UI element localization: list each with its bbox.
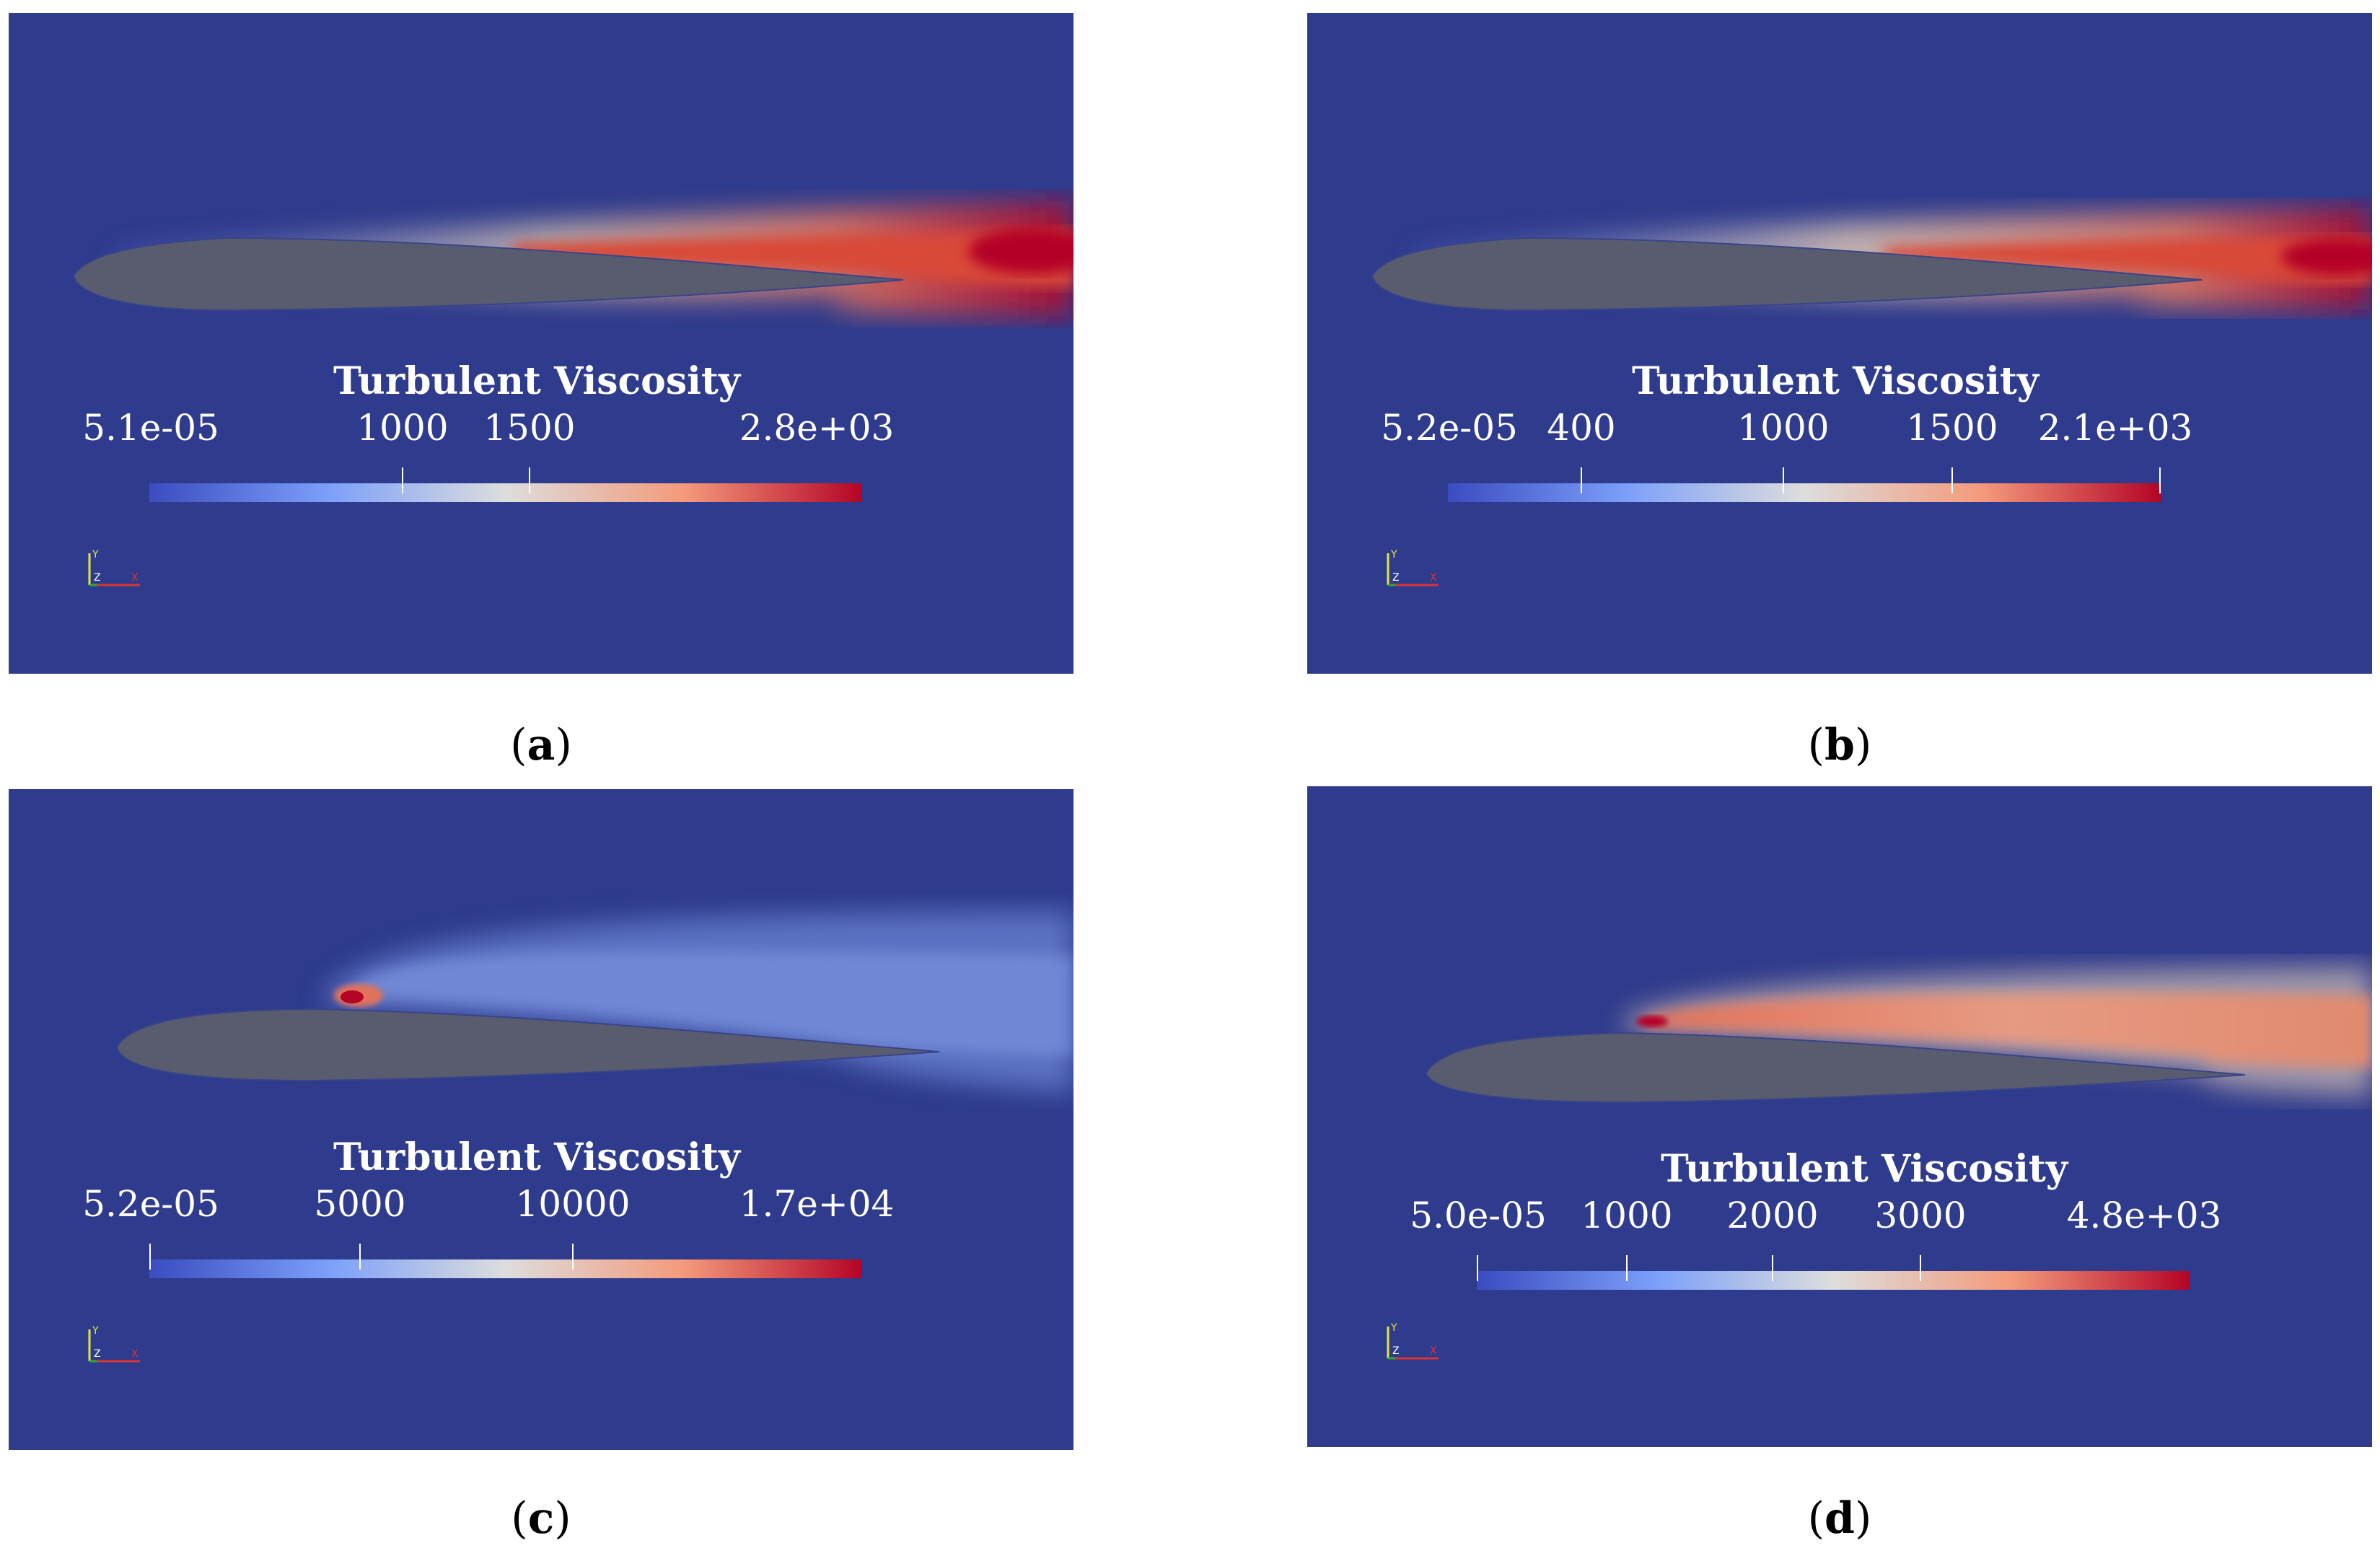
colorbar-tickmark bbox=[359, 1244, 361, 1270]
colorbar-tick-label: 2000 bbox=[1726, 1195, 1819, 1236]
colorbar-title: Turbulent Viscosity bbox=[333, 1135, 741, 1179]
flow-field-d bbox=[1425, 967, 2372, 1104]
colorbar-tick-label: 400 bbox=[1547, 407, 1616, 449]
axis-y-label: Y bbox=[92, 549, 99, 560]
colorbar-tick-label: 1000 bbox=[1737, 407, 1830, 449]
colorbar-tickmark bbox=[1581, 467, 1582, 493]
orientation-axes: Y Z X bbox=[1379, 1316, 1444, 1374]
axis-x-label: X bbox=[1430, 1345, 1437, 1357]
colorbar bbox=[1477, 1271, 2190, 1290]
colorbar-min-label: 5.0e-05 bbox=[1410, 1195, 1547, 1236]
colorbar-tickmark bbox=[1477, 1255, 1478, 1281]
axis-y-label: Y bbox=[92, 1325, 99, 1337]
axis-x-label: X bbox=[131, 1348, 139, 1360]
axis-z-label: Z bbox=[94, 1348, 101, 1360]
colorbar bbox=[149, 1259, 862, 1278]
colorbar-tick-label: 10000 bbox=[515, 1183, 631, 1225]
colorbar-title: Turbulent Viscosity bbox=[1632, 359, 2039, 403]
colorbar-tick-label: 1000 bbox=[1581, 1195, 1673, 1236]
colorbar-tickmark bbox=[1783, 467, 1784, 493]
colorbar bbox=[1448, 483, 2161, 502]
colorbar-min-label: 5.2e-05 bbox=[82, 1183, 219, 1225]
colorbar-tick-label: 1500 bbox=[1906, 407, 1998, 449]
colorbar-min-label: 5.2e-05 bbox=[1381, 407, 1518, 449]
colorbar-tick-label: 3000 bbox=[1874, 1195, 1967, 1236]
colorbar-tickmark bbox=[1772, 1255, 1773, 1281]
flow-field-a bbox=[72, 201, 1073, 316]
colorbar-max-label: 2.8e+03 bbox=[739, 407, 895, 449]
orientation-axes: Y Z X bbox=[81, 543, 146, 601]
axis-z-label: Z bbox=[1392, 572, 1400, 584]
axis-x-label: X bbox=[1430, 572, 1437, 584]
colorbar-tickmark bbox=[2159, 467, 2161, 493]
axis-z-label: Z bbox=[94, 572, 101, 584]
colorbar-title: Turbulent Viscosity bbox=[333, 359, 741, 403]
colorbar-tickmark bbox=[529, 467, 530, 493]
axis-y-label: Y bbox=[1390, 549, 1397, 560]
colorbar-tick-label: 5000 bbox=[314, 1183, 406, 1225]
colorbar-title: Turbulent Viscosity bbox=[1661, 1147, 2068, 1191]
colorbar-min-label: 5.1e-05 bbox=[82, 407, 219, 449]
caption-b: (b) bbox=[1807, 720, 1872, 770]
caption-c: (c) bbox=[511, 1493, 571, 1544]
colorbar-tickmark bbox=[1951, 467, 1953, 493]
colorbar-tickmark bbox=[1920, 1255, 1921, 1281]
colorbar-max-label: 2.1e+03 bbox=[2037, 407, 2193, 449]
axis-y-label: Y bbox=[1390, 1322, 1397, 1334]
colorbar-tickmark bbox=[1626, 1255, 1628, 1281]
axis-x-label: X bbox=[131, 572, 139, 584]
colorbar bbox=[149, 483, 862, 502]
colorbar-max-label: 4.8e+03 bbox=[2066, 1195, 2222, 1236]
colorbar-tickmark bbox=[572, 1244, 574, 1270]
flow-field-b bbox=[1371, 208, 2372, 312]
flow-field-c bbox=[115, 912, 1073, 1092]
axis-z-label: Z bbox=[1392, 1345, 1400, 1357]
colorbar-tick-label: 1000 bbox=[356, 407, 449, 449]
caption-d: (d) bbox=[1807, 1493, 1872, 1544]
caption-a: (a) bbox=[510, 720, 572, 770]
colorbar-tick-label: 1500 bbox=[483, 407, 576, 449]
colorbar-tickmark bbox=[149, 1244, 151, 1270]
colorbar-tickmark bbox=[402, 467, 403, 493]
panel-c: Turbulent Viscosity 5.2e-05 5000 10000 1… bbox=[9, 789, 1073, 1450]
panel-d: Turbulent Viscosity 5.0e-05 1000 2000 30… bbox=[1307, 786, 2372, 1447]
panel-a: Turbulent Viscosity 5.1e-05 1000 1500 2.… bbox=[9, 13, 1073, 674]
panel-b: Turbulent Viscosity 5.2e-05 400 1000 150… bbox=[1307, 13, 2372, 674]
colorbar-max-label: 1.7e+04 bbox=[739, 1183, 895, 1225]
orientation-axes: Y Z X bbox=[81, 1319, 146, 1377]
orientation-axes: Y Z X bbox=[1379, 543, 1444, 601]
